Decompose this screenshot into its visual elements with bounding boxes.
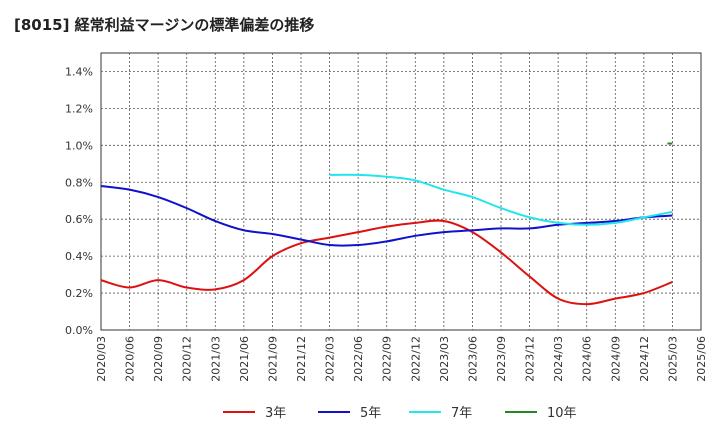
chart-title: [8015] 経常利益マージンの標準偏差の推移: [14, 16, 315, 34]
series-line-1: [100, 184, 673, 247]
plot-area: [100, 52, 702, 331]
x-tick-label: 2020/09: [152, 336, 165, 382]
x-tick-label: 2023/03: [438, 336, 451, 382]
y-tick-label: 1.4%: [65, 65, 93, 78]
legend-label-0: 3年: [265, 406, 286, 421]
x-tick-label: 2025/06: [695, 336, 708, 382]
x-tick-label: 2020/06: [124, 336, 137, 382]
x-tick-label: 2021/03: [209, 336, 222, 382]
x-tick-label: 2024/09: [609, 336, 622, 382]
series-line-0: [100, 219, 673, 306]
x-tick-label: 2021/12: [295, 336, 308, 382]
y-tick-label: 1.0%: [65, 139, 93, 152]
series-line-2: [329, 173, 673, 226]
x-tick-label: 2024/03: [552, 336, 565, 382]
x-tick-label: 2020/03: [95, 336, 108, 382]
y-tick-label: 0.2%: [65, 287, 93, 300]
x-tick-label: 2023/09: [495, 336, 508, 382]
x-tick-label: 2022/06: [352, 336, 365, 382]
x-tick-label: 2023/06: [466, 336, 479, 382]
x-tick-label: 2023/12: [524, 336, 537, 382]
legend-label-3: 10年: [547, 406, 577, 421]
legend-label-1: 5年: [360, 406, 381, 421]
y-tick-label: 0.6%: [65, 213, 93, 226]
x-tick-label: 2024/06: [581, 336, 594, 382]
y-tick-label: 0.4%: [65, 250, 93, 263]
x-tick-label: 2022/12: [409, 336, 422, 382]
x-tick-label: 2021/06: [238, 336, 251, 382]
legend-label-2: 7年: [451, 406, 472, 421]
x-tick-label: 2025/03: [666, 336, 679, 382]
x-tick-label: 2022/09: [381, 336, 394, 382]
y-tick-label: 1.2%: [65, 102, 93, 115]
x-tick-label: 2020/12: [181, 336, 194, 382]
y-tick-label: 0.8%: [65, 176, 93, 189]
x-tick-label: 2024/12: [638, 336, 651, 382]
x-tick-label: 2022/03: [324, 336, 337, 382]
y-tick-label: 0.0%: [65, 324, 93, 337]
x-tick-label: 2021/09: [266, 336, 279, 382]
